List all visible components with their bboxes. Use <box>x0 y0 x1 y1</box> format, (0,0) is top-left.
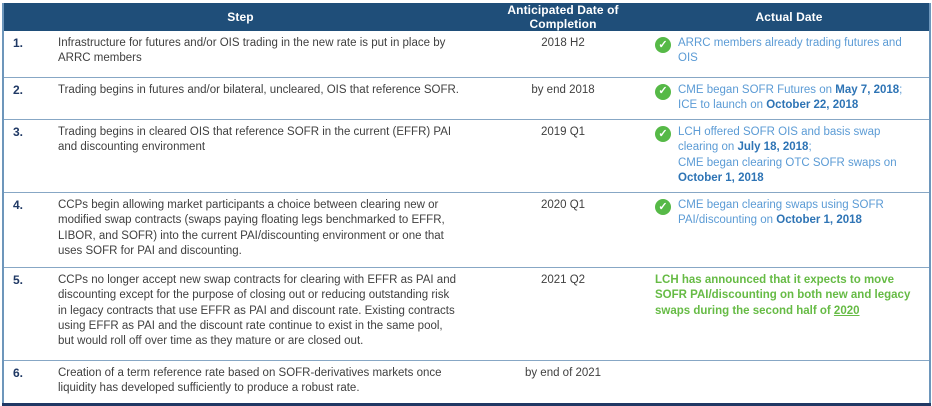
table-row: 1. Infrastructure for futures and/or OIS … <box>3 31 930 77</box>
anticipated-date: 2019 Q1 <box>477 119 649 193</box>
transition-plan-table-container: Step Anticipated Date of Completion Actu… <box>2 3 931 406</box>
table-header: Step Anticipated Date of Completion Actu… <box>3 3 930 31</box>
actual-text-segment: July 18, 2018 <box>737 141 809 154</box>
actual-date-content: LCH has announced that it expects to mov… <box>655 273 921 319</box>
step-description: CCPs no longer accept new swap contracts… <box>57 267 477 361</box>
actual-text-segment: CME began SOFR Futures on <box>678 83 836 96</box>
table-row: 2. Trading begins in futures and/or bilat… <box>3 76 930 120</box>
check-circle-icon: ✓ <box>655 83 671 100</box>
actual-date-text: CME began SOFR Futures on May 7, 2018; IC… <box>678 83 921 114</box>
actual-date-cell: ✓ LCH offered SOFR OIS and basis swap cle… <box>649 119 930 193</box>
actual-date-text: LCH has announced that it expects to mov… <box>655 273 921 319</box>
actual-date-cell: LCH has announced that it expects to mov… <box>649 267 930 361</box>
table-row: 4. CCPs begin allowing market participant… <box>3 192 930 268</box>
actual-text-segment: LCH offered SOFR OIS and basis swap clea… <box>678 126 881 154</box>
step-description: Trading begins in cleared OIS that refer… <box>57 119 477 193</box>
actual-text-segment: LCH has announced that it expects to mov… <box>655 274 911 317</box>
actual-text-segment: May 7, 2018 <box>835 83 900 96</box>
actual-text-segment: CME began clearing OTC SOFR swaps on <box>678 156 897 169</box>
check-circle-icon: ✓ <box>655 199 671 216</box>
row-number: 1. <box>13 36 24 50</box>
actual-text-segment: October 1, 2018 <box>776 214 862 227</box>
actual-date-content: ✓ LCH offered SOFR OIS and basis swap cle… <box>655 125 921 186</box>
actual-text-segment: ICE to launch on <box>678 98 767 111</box>
actual-date-cell: ✓ ARRC members already trading futures an… <box>649 31 930 77</box>
actual-text-segment: ARRC members already trading futures and… <box>678 37 902 65</box>
check-circle-icon: ✓ <box>655 37 671 53</box>
anticipated-date: 2020 Q1 <box>477 192 649 268</box>
actual-date-content: ✓ CME began SOFR Futures on May 7, 2018; I… <box>655 83 921 114</box>
col-header-actual: Actual Date <box>649 3 930 31</box>
actual-date-content: ✓ CME began clearing swaps using SOFR PAI… <box>655 198 921 229</box>
actual-text-segment: ; <box>808 141 812 154</box>
table-row: 6. Creation of a term reference rate base… <box>3 360 930 405</box>
actual-text-segment: October 1, 2018 <box>678 171 764 184</box>
actual-text-segment: 2020 <box>833 304 860 317</box>
actual-date-text: CME began clearing swaps using SOFR PAI/… <box>678 198 921 229</box>
step-description: CCPs begin allowing market participants … <box>57 192 477 268</box>
actual-date-cell <box>649 360 930 405</box>
check-circle-icon: ✓ <box>655 126 671 143</box>
table-row: 3. Trading begins in cleared OIS that ref… <box>3 119 930 193</box>
transition-plan-table: Step Anticipated Date of Completion Actu… <box>2 3 931 406</box>
actual-text-segment: CME began clearing swaps using SOFR PAI/… <box>678 199 884 227</box>
actual-date-content: ✓ ARRC members already trading futures an… <box>655 36 921 67</box>
actual-date-text: ARRC members already trading futures and… <box>678 36 921 67</box>
anticipated-date: 2018 H2 <box>541 37 585 49</box>
actual-text-segment: October 22, 2018 <box>766 98 859 111</box>
step-description: Creation of a term reference rate based … <box>57 360 477 405</box>
actual-date-cell: ✓ CME began SOFR Futures on May 7, 2018; I… <box>649 76 930 120</box>
table-row: 5. CCPs no longer accept new swap contrac… <box>3 267 930 361</box>
actual-date-text: LCH offered SOFR OIS and basis swap clea… <box>678 125 921 186</box>
row-number: 2. <box>3 76 57 120</box>
anticipated-date: by end of 2021 <box>477 360 649 405</box>
step-description: Trading begins in futures and/or bilater… <box>57 76 477 120</box>
actual-text-segment: ; <box>899 83 903 96</box>
anticipated-date: 2021 Q2 <box>477 267 649 361</box>
anticipated-date: by end 2018 <box>477 76 649 120</box>
row-number: 5. <box>3 267 57 361</box>
row-number: 4. <box>3 192 57 268</box>
step-description: Infrastructure for futures and/or OIS tr… <box>58 37 446 65</box>
row-number: 6. <box>3 360 57 405</box>
col-header-step: Step <box>3 3 477 31</box>
table-body: 1. Infrastructure for futures and/or OIS … <box>3 31 930 405</box>
actual-date-cell: ✓ CME began clearing swaps using SOFR PAI… <box>649 192 930 268</box>
col-header-anticipated: Anticipated Date of Completion <box>477 3 649 31</box>
header-row: Step Anticipated Date of Completion Actu… <box>3 3 930 31</box>
row-number: 3. <box>3 119 57 193</box>
